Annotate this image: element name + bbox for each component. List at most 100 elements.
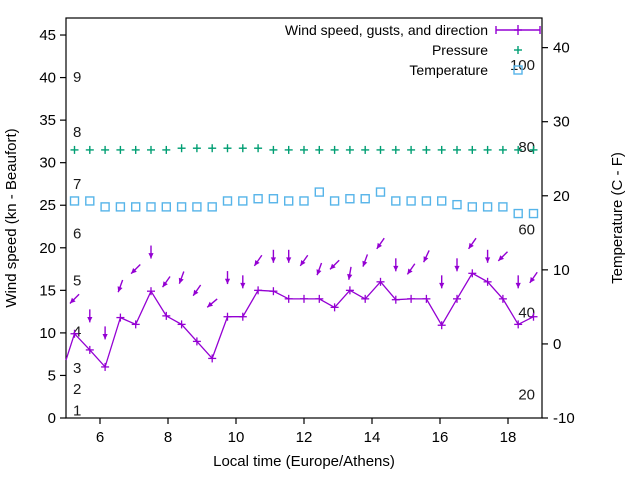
wind-direction-arrow xyxy=(102,326,108,340)
wind-direction-arrow xyxy=(178,271,185,284)
wind-speed-point xyxy=(376,277,385,286)
temperature-point xyxy=(375,187,386,197)
pressure-point xyxy=(177,144,186,153)
temperature-point xyxy=(467,202,477,212)
wind-direction-arrow xyxy=(485,249,491,263)
pressure-point xyxy=(529,145,538,154)
wind-speed-point xyxy=(498,294,507,303)
wind-speed-point xyxy=(330,303,339,312)
y-axis-label: Wind speed (kn - Beaufort) xyxy=(3,128,20,307)
pressure-point xyxy=(238,144,247,153)
pressure-point xyxy=(269,145,278,154)
x-tick-label-10: 10 xyxy=(228,429,245,446)
wind-direction-arrow xyxy=(286,249,292,263)
wind-direction-arrow xyxy=(87,309,93,323)
pressure-point xyxy=(483,145,492,154)
pressure-point xyxy=(223,144,232,153)
y2-tick-label-20: 20 xyxy=(553,188,570,205)
pressure-point xyxy=(437,145,446,154)
temperature-point xyxy=(222,196,233,206)
pressure-point xyxy=(330,145,339,154)
y-tick-label-5: 5 xyxy=(48,367,56,384)
wind-direction-arrow xyxy=(347,266,353,280)
wind-direction-arrow xyxy=(270,249,276,263)
wind-direction-arrow xyxy=(206,298,218,308)
y2-tick-label-30: 30 xyxy=(553,114,570,131)
pressure-point xyxy=(192,144,201,153)
pressure-point xyxy=(300,145,308,154)
temperature-point xyxy=(69,196,80,206)
wind-speed-point xyxy=(269,287,278,296)
beaufort-label-6: 6 xyxy=(73,225,81,242)
temperature-point xyxy=(345,194,355,204)
temperature-point xyxy=(161,202,172,212)
x-axis-ticks: 6 8 10 12 14 16 18 xyxy=(96,418,516,446)
pressure-series xyxy=(70,144,538,154)
temperature-point xyxy=(115,202,126,212)
temperature-point xyxy=(238,196,248,206)
wind-speed-point xyxy=(514,320,523,329)
wind-direction-arrow xyxy=(467,237,477,250)
y2-axis-label: Temperature (C - F) xyxy=(609,152,626,284)
wind-speed-point xyxy=(85,345,94,354)
wind-speed-point xyxy=(147,287,155,296)
wind-direction-arrow xyxy=(161,276,171,288)
legend-item-temperature[interactable]: Temperature xyxy=(409,62,523,78)
temperature-point xyxy=(452,199,462,210)
y-tick-label-40: 40 xyxy=(39,70,56,87)
pressure-point xyxy=(315,145,324,154)
legend-label: Wind speed, gusts, and direction xyxy=(285,22,488,38)
x-tick-label-14: 14 xyxy=(364,429,381,446)
wind-direction-arrow xyxy=(454,258,460,272)
wind-gust-direction-series xyxy=(69,237,538,340)
pressure-point xyxy=(254,144,263,153)
temperature-point xyxy=(207,202,217,212)
y-tick-label-25: 25 xyxy=(39,197,56,214)
pressure-point xyxy=(147,145,155,154)
wind-direction-arrow xyxy=(406,263,416,275)
pressure-point xyxy=(361,145,370,154)
legend-item-pressure[interactable]: Pressure xyxy=(432,42,522,58)
wind-direction-arrow xyxy=(515,275,521,289)
pressure-point xyxy=(391,145,400,154)
wind-speed-point xyxy=(238,312,247,321)
fahrenheit-label-40: 40 xyxy=(518,304,535,321)
pressure-point xyxy=(468,145,477,154)
temperature-point xyxy=(421,196,432,206)
pressure-point xyxy=(116,145,125,154)
wind-speed-point xyxy=(361,294,370,303)
beaufort-label-9: 9 xyxy=(73,69,81,86)
pressure-point xyxy=(131,145,140,154)
fahrenheit-label-80: 80 xyxy=(518,139,535,156)
beaufort-label-4: 4 xyxy=(73,323,81,340)
y-tick-label-15: 15 xyxy=(39,282,56,299)
pressure-point xyxy=(101,145,110,154)
wind-speed-point xyxy=(70,329,79,338)
wind-speed-point xyxy=(284,294,293,303)
legend-item-wind[interactable]: Wind speed, gusts, and direction xyxy=(285,22,541,38)
y-tick-label-0: 0 xyxy=(48,410,56,427)
pressure-point xyxy=(453,145,461,154)
wind-direction-arrow xyxy=(329,259,340,270)
beaufort-label-7: 7 xyxy=(73,176,81,193)
temperature-point xyxy=(498,202,508,212)
temperature-point xyxy=(268,194,279,204)
wind-speed-point xyxy=(468,269,477,278)
wind-speed-line xyxy=(65,272,534,369)
wind-speed-point xyxy=(437,321,446,330)
y2-tick-label-0: 0 xyxy=(553,336,561,353)
pressure-point xyxy=(208,144,217,153)
legend-label: Temperature xyxy=(409,62,488,78)
wind-speed-point xyxy=(300,294,308,303)
temperature-point xyxy=(192,202,202,212)
wind-direction-arrow xyxy=(497,251,508,262)
temperature-point xyxy=(100,202,110,212)
wind-direction-arrow xyxy=(69,293,80,304)
wind-direction-arrow xyxy=(240,275,246,289)
pressure-point xyxy=(407,145,416,154)
chart-legend[interactable]: Wind speed, gusts, and direction Pressure… xyxy=(285,22,541,78)
pressure-point xyxy=(85,145,94,154)
temperature-point xyxy=(329,196,340,206)
pressure-point xyxy=(162,145,171,154)
wind-speed-point xyxy=(315,294,324,303)
